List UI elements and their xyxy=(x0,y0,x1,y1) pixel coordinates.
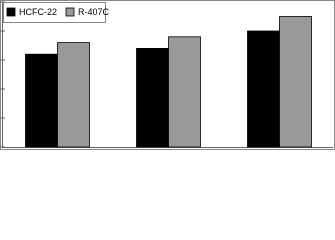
bar xyxy=(279,16,312,148)
legend-swatch xyxy=(6,7,16,17)
bar xyxy=(136,48,169,148)
legend-box xyxy=(3,2,106,23)
legend-label: HCFC-22 xyxy=(19,7,57,17)
chart: HCFC-22 R-407C xyxy=(0,0,335,150)
bar xyxy=(57,42,90,148)
bar xyxy=(168,36,201,148)
bar xyxy=(25,53,58,148)
bar xyxy=(247,30,280,148)
legend-swatch xyxy=(65,7,75,17)
legend-label: R-407C xyxy=(78,7,110,17)
